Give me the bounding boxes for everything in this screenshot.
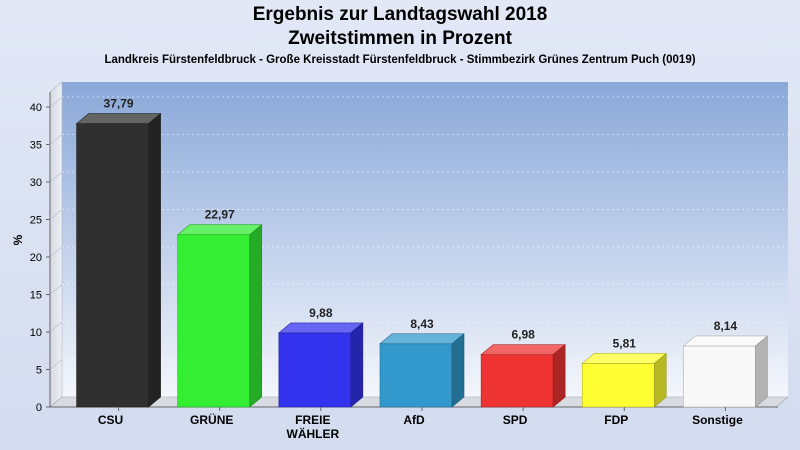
bar-front — [581, 363, 655, 408]
y-tick-label: 5 — [36, 365, 42, 377]
gridline-side — [49, 171, 63, 183]
bar-csu — [75, 112, 162, 408]
bar-front — [480, 354, 554, 408]
y-tick-label: 20 — [30, 252, 42, 264]
bar-top — [480, 344, 566, 355]
y-axis-label: % — [11, 234, 25, 245]
bar-side — [451, 333, 465, 408]
y-tick-label: 10 — [30, 327, 42, 339]
bar-side — [653, 352, 667, 408]
bar-front — [278, 332, 352, 408]
plot-side-wall — [49, 81, 63, 408]
bar-front — [177, 234, 251, 408]
x-tick-label: FREIE — [295, 413, 330, 427]
bar-value-label: 5,81 — [613, 336, 637, 350]
bar-front — [683, 345, 756, 408]
y-tick-label: 40 — [30, 102, 42, 114]
y-tick-label: 0 — [36, 402, 42, 414]
y-tick-label: 35 — [30, 140, 42, 152]
bar-freie-w-hler — [278, 322, 364, 408]
bar-spd — [480, 344, 566, 408]
bar-front — [379, 343, 453, 408]
bar-top — [176, 224, 263, 236]
bars: 37,79 22,97 9,88 8,43 6,98 5,81 8,14 — [75, 97, 769, 408]
bar-side — [552, 344, 566, 408]
bar-side — [148, 112, 161, 408]
bar-value-label: 37,79 — [104, 97, 134, 111]
bar-top — [379, 333, 465, 345]
x-tick-label: WÄHLER — [287, 426, 340, 441]
bar-fdp — [581, 352, 668, 408]
gridline-side — [49, 209, 63, 220]
x-tick-label: SPD — [503, 413, 528, 427]
bar-value-label: 22,97 — [205, 208, 235, 222]
chart-title-line-2: Zweitstimmen in Prozent — [288, 28, 512, 49]
gridline-side — [49, 321, 63, 333]
bar-side — [755, 335, 768, 408]
x-tick-label: CSU — [98, 413, 123, 427]
bar-top — [278, 322, 364, 334]
gridline-side — [49, 96, 63, 108]
bar-top — [75, 113, 162, 124]
y-tick-label: 30 — [30, 177, 42, 189]
x-tick-label: AfD — [403, 413, 425, 427]
chart-subtitle: Landkreis Fürstenfeldbruck - Große Kreis… — [104, 54, 696, 66]
y-tick-label: 15 — [30, 290, 42, 302]
gridline-side — [49, 134, 63, 145]
x-tick-label: Sonstige — [692, 413, 743, 427]
chart-title: Ergebnis zur Landtagswahl 2018 — [252, 4, 548, 25]
bar-value-label: 8,14 — [714, 319, 738, 333]
bar-side — [249, 224, 263, 408]
bar-top — [682, 335, 769, 347]
x-tick-label: GRÜNE — [190, 412, 233, 427]
bar-afd — [379, 333, 465, 408]
bar-sonstige — [682, 335, 769, 408]
bar-top — [581, 353, 668, 364]
gridline-side — [49, 246, 63, 258]
bar-value-label: 8,43 — [410, 317, 434, 331]
y-tick-label: 25 — [30, 215, 42, 227]
y-axis: 0 5 10 15 20 25 30 35 40% — [11, 102, 50, 414]
bar-gr-ne — [176, 224, 263, 408]
x-tick-label: FDP — [604, 413, 628, 427]
bar-value-label: 9,88 — [309, 306, 333, 320]
bar-side — [350, 322, 364, 408]
bar-value-label: 6,98 — [511, 328, 535, 342]
gridline-side — [49, 284, 63, 295]
gridline-side — [49, 359, 63, 370]
bar-front — [76, 123, 149, 408]
